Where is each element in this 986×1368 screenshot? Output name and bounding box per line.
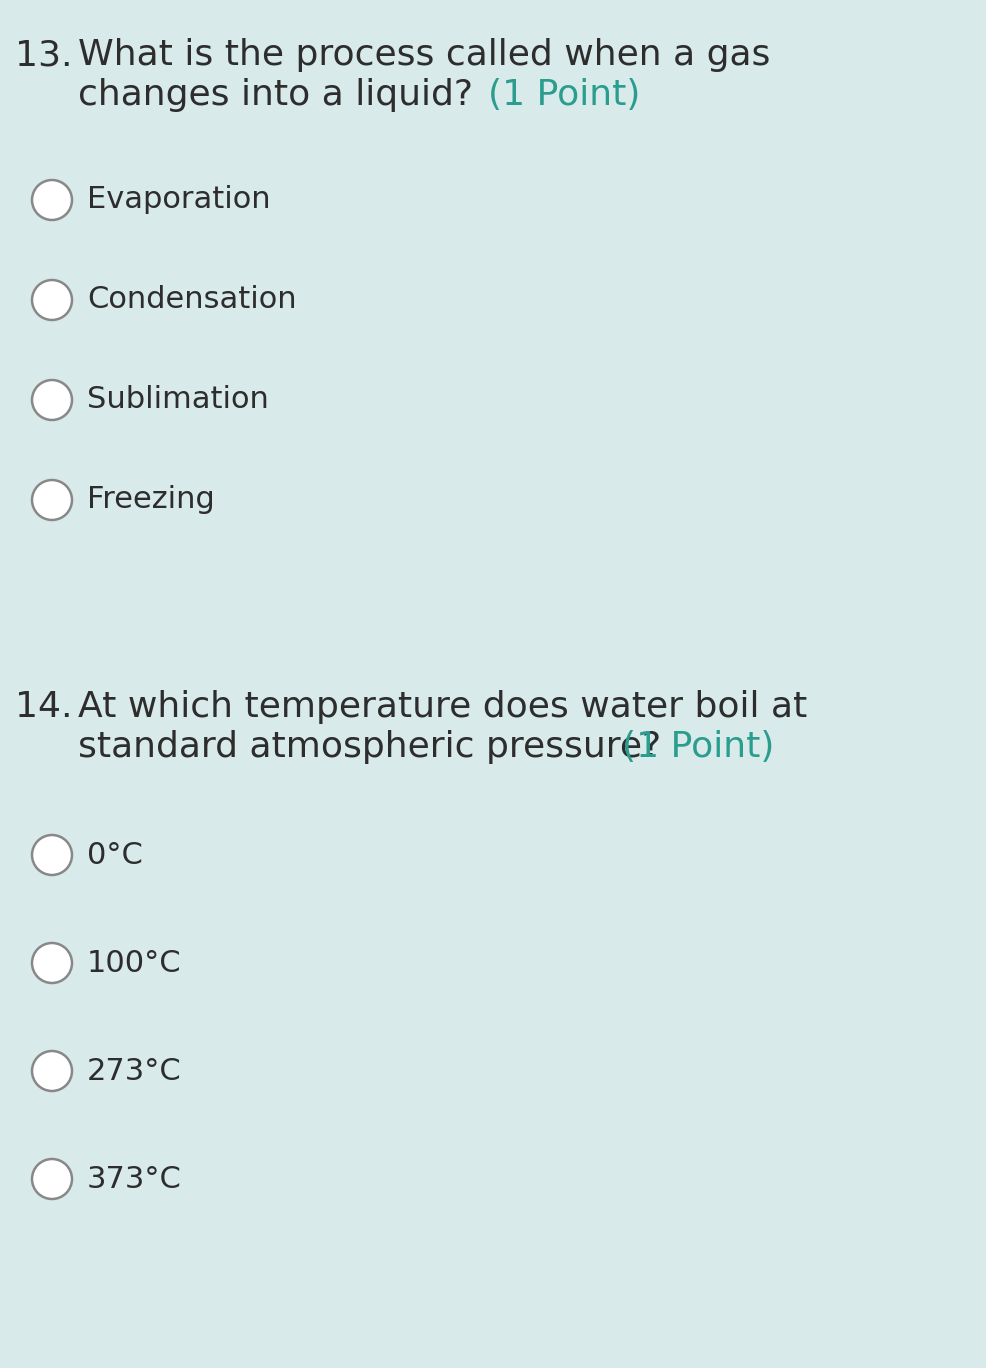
Text: Sublimation: Sublimation	[87, 386, 268, 415]
Text: changes into a liquid?: changes into a liquid?	[78, 78, 484, 112]
Circle shape	[32, 181, 72, 220]
Text: What is the process called when a gas: What is the process called when a gas	[78, 38, 770, 73]
Text: (1 Point): (1 Point)	[487, 78, 640, 112]
Text: (1 Point): (1 Point)	[621, 731, 774, 765]
Text: 13.: 13.	[15, 38, 72, 73]
Text: standard atmospheric pressure?: standard atmospheric pressure?	[78, 731, 671, 765]
Circle shape	[32, 380, 72, 420]
Text: Condensation: Condensation	[87, 286, 297, 315]
Circle shape	[32, 1051, 72, 1092]
Text: 273°C: 273°C	[87, 1056, 181, 1085]
Text: Evaporation: Evaporation	[87, 186, 270, 215]
Circle shape	[32, 480, 72, 520]
Circle shape	[32, 280, 72, 320]
Text: Freezing: Freezing	[87, 486, 215, 514]
Text: 100°C: 100°C	[87, 948, 181, 978]
Circle shape	[32, 943, 72, 984]
Circle shape	[32, 834, 72, 876]
Text: 14.: 14.	[15, 689, 72, 724]
Text: 0°C: 0°C	[87, 840, 143, 870]
Circle shape	[32, 1159, 72, 1198]
Text: At which temperature does water boil at: At which temperature does water boil at	[78, 689, 807, 724]
Text: 373°C: 373°C	[87, 1164, 181, 1193]
